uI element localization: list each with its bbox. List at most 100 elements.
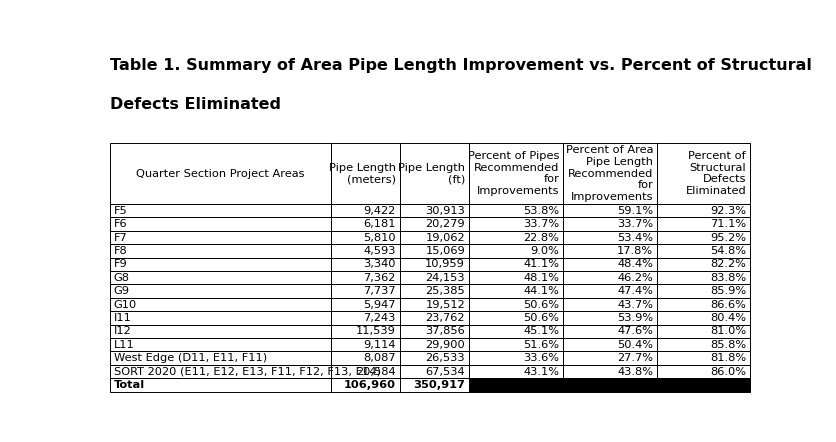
Text: 5,947: 5,947 <box>363 300 395 309</box>
Bar <box>563 258 656 271</box>
Bar <box>330 143 400 204</box>
Bar <box>330 285 400 298</box>
Text: 53.9%: 53.9% <box>616 313 653 323</box>
Text: 25,385: 25,385 <box>425 286 465 296</box>
Bar <box>656 258 749 271</box>
Text: 43.1%: 43.1% <box>522 366 558 377</box>
Text: 7,243: 7,243 <box>363 313 395 323</box>
Bar <box>656 325 749 338</box>
Bar <box>468 204 563 217</box>
Bar <box>656 217 749 231</box>
Text: 54.8%: 54.8% <box>709 246 745 256</box>
Bar <box>400 244 468 258</box>
Text: 29,900: 29,900 <box>425 340 465 350</box>
Text: Percent of Pipes
Recommended
for
Improvements: Percent of Pipes Recommended for Improve… <box>467 151 558 196</box>
Text: F5: F5 <box>114 206 127 216</box>
Bar <box>110 325 330 338</box>
Text: F7: F7 <box>114 232 127 243</box>
Bar <box>468 351 563 365</box>
Bar <box>400 258 468 271</box>
Bar <box>563 351 656 365</box>
Bar <box>468 311 563 325</box>
Text: Percent of
Structural
Defects
Eliminated: Percent of Structural Defects Eliminated <box>685 151 745 196</box>
Text: 9.0%: 9.0% <box>530 246 558 256</box>
Text: 11,539: 11,539 <box>355 326 395 336</box>
Bar <box>468 244 563 258</box>
Text: 10,959: 10,959 <box>425 259 465 269</box>
Text: 41.1%: 41.1% <box>522 259 558 269</box>
Text: 48.1%: 48.1% <box>522 273 558 283</box>
Text: 71.1%: 71.1% <box>709 219 745 229</box>
Bar <box>468 325 563 338</box>
Bar <box>563 378 656 392</box>
Bar <box>656 351 749 365</box>
Bar <box>563 217 656 231</box>
Bar <box>468 365 563 378</box>
Bar <box>468 271 563 285</box>
Text: 53.8%: 53.8% <box>522 206 558 216</box>
Bar <box>330 365 400 378</box>
Text: 47.4%: 47.4% <box>617 286 653 296</box>
Text: 7,737: 7,737 <box>363 286 395 296</box>
Bar <box>563 365 656 378</box>
Bar <box>656 311 749 325</box>
Text: 350,917: 350,917 <box>413 380 465 390</box>
Text: 30,913: 30,913 <box>425 206 465 216</box>
Bar <box>110 244 330 258</box>
Bar <box>110 338 330 351</box>
Bar <box>110 365 330 378</box>
Bar <box>400 143 468 204</box>
Text: 47.6%: 47.6% <box>617 326 653 336</box>
Bar <box>468 378 563 392</box>
Bar <box>563 143 656 204</box>
Text: 81.0%: 81.0% <box>709 326 745 336</box>
Text: 86.6%: 86.6% <box>710 300 745 309</box>
Text: 53.4%: 53.4% <box>617 232 653 243</box>
Text: 44.1%: 44.1% <box>522 286 558 296</box>
Text: 50.6%: 50.6% <box>522 300 558 309</box>
Bar <box>400 378 468 392</box>
Bar <box>400 285 468 298</box>
Text: 4,593: 4,593 <box>363 246 395 256</box>
Text: 9,422: 9,422 <box>364 206 395 216</box>
Bar <box>330 298 400 311</box>
Bar <box>110 298 330 311</box>
Text: 45.1%: 45.1% <box>522 326 558 336</box>
Text: Quarter Section Project Areas: Quarter Section Project Areas <box>135 169 304 179</box>
Text: F6: F6 <box>114 219 127 229</box>
Text: 95.2%: 95.2% <box>709 232 745 243</box>
Bar <box>468 258 563 271</box>
Bar <box>400 338 468 351</box>
Bar <box>400 231 468 244</box>
Bar <box>468 217 563 231</box>
Text: 19,512: 19,512 <box>425 300 465 309</box>
Text: Pipe Length
(ft): Pipe Length (ft) <box>398 163 465 184</box>
Text: 17.8%: 17.8% <box>616 246 653 256</box>
Text: 48.4%: 48.4% <box>617 259 653 269</box>
Bar <box>468 338 563 351</box>
Text: 85.9%: 85.9% <box>709 286 745 296</box>
Bar <box>563 271 656 285</box>
Bar <box>400 365 468 378</box>
Text: I11: I11 <box>114 313 131 323</box>
Bar <box>656 378 749 392</box>
Bar <box>468 143 563 204</box>
Text: SORT 2020 (E11, E12, E13, F11, F12, F13, F14): SORT 2020 (E11, E12, E13, F11, F12, F13,… <box>114 366 380 377</box>
Bar <box>330 325 400 338</box>
Text: 50.6%: 50.6% <box>522 313 558 323</box>
Text: 9,114: 9,114 <box>363 340 395 350</box>
Bar <box>330 271 400 285</box>
Bar <box>110 271 330 285</box>
Text: 43.8%: 43.8% <box>617 366 653 377</box>
Text: 86.0%: 86.0% <box>709 366 745 377</box>
Bar <box>563 204 656 217</box>
Text: Percent of Area
Pipe Length
Recommended
for
Improvements: Percent of Area Pipe Length Recommended … <box>565 145 653 202</box>
Text: 43.7%: 43.7% <box>617 300 653 309</box>
Text: G9: G9 <box>114 286 130 296</box>
Text: 7,362: 7,362 <box>363 273 395 283</box>
Text: 27.7%: 27.7% <box>617 353 653 363</box>
Text: 81.8%: 81.8% <box>709 353 745 363</box>
Bar <box>656 365 749 378</box>
Bar <box>563 244 656 258</box>
Bar <box>400 204 468 217</box>
